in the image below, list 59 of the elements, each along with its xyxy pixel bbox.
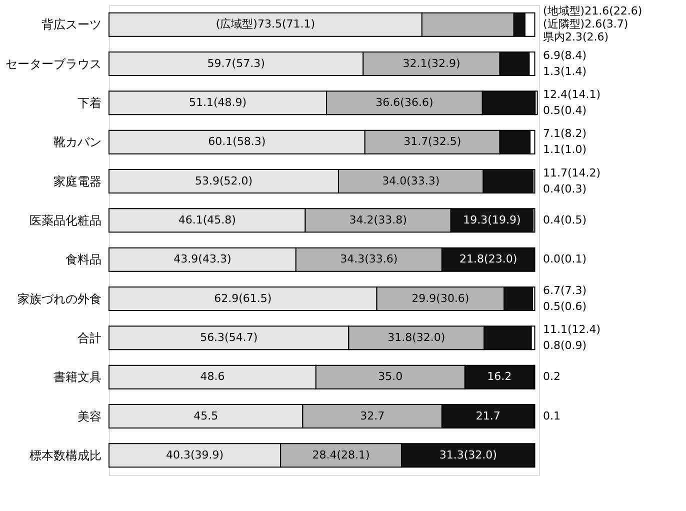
data-label: 6.7(7.3) [543,284,587,297]
data-label: 35.0 [378,370,403,384]
data-label: 県内2.3(2.6) [543,30,609,44]
data-label: 59.7(57.3) [207,56,265,70]
data-label: 51.1(48.9) [188,96,247,109]
data-label: 0.4(0.5) [543,213,587,226]
y-tick-label: 美容 [78,409,102,424]
data-label: 6.9(8.4) [543,48,587,62]
data-label: 36.6(36.6) [376,96,434,109]
data-label: 11.1(12.4) [543,322,601,336]
data-label: 53.9(52.0) [194,174,253,188]
y-tick-label: セーターブラウス [6,56,102,71]
data-label: 29.9(30.6) [412,292,470,305]
data-label: 21.7 [476,409,500,422]
data-label: 34.0(33.3) [382,174,440,188]
data-label: 0.0(0.1) [543,252,587,266]
data-label: 56.3(54.7) [200,330,258,344]
y-tick-label: 家族づれの外食 [18,292,102,306]
y-tick-label: 背広スーツ [42,18,102,32]
data-label: 0.5(0.4) [543,104,587,117]
data-label: (近隣型)2.6(3.7) [543,18,628,31]
data-label: 28.4(28.1) [312,448,370,462]
data-label: 62.9(61.5) [214,292,272,305]
data-label: 0.5(0.6) [543,300,587,313]
data-label: 31.8(32.0) [388,330,446,344]
data-label: 40.3(39.9) [166,448,224,462]
data-label: (地域型)21.6(22.6) [543,4,642,18]
data-label: 7.1(8.2) [543,127,587,140]
data-label: 1.3(1.4) [543,64,587,78]
y-tick-label: 家庭電器 [54,174,102,188]
data-label: 46.1(45.8) [178,213,236,226]
data-label: 0.4(0.3) [543,182,587,196]
data-label: 0.8(0.9) [543,338,587,352]
data-label: 1.1(1.0) [543,143,587,156]
data-label: 32.1(32.9) [402,56,460,70]
data-label: 19.3(19.9) [463,213,521,226]
data-label: (広域型)73.5(71.1) [216,18,316,31]
y-tick-label: 医薬品化粧品 [30,213,102,228]
data-label: 43.9(43.3) [174,252,232,266]
data-label: 0.2 [543,370,560,384]
y-tick-label: 食料品 [66,252,102,267]
data-label: 21.8(23.0) [460,252,518,266]
data-label: 12.4(14.1) [543,88,601,101]
data-label: 48.6 [200,370,225,384]
data-label: 32.7 [360,409,385,422]
y-tick-label: 靴カバン [54,135,102,150]
y-tick-label: 標本数構成比 [30,448,102,462]
data-label: 31.3(32.0) [439,448,497,462]
data-label: 34.2(33.8) [349,213,407,226]
data-label: 11.7(14.2) [543,166,601,180]
y-tick-label: 下着 [78,96,102,110]
y-tick-label: 合計 [78,330,102,345]
data-label: 0.1 [543,409,560,422]
data-label: 45.5 [194,409,218,422]
y-tick-label: 書籍文具 [54,370,102,384]
data-label: 34.3(33.6) [340,252,398,266]
data-label: 16.2 [487,370,512,384]
data-label: 60.1(58.3) [208,135,266,148]
data-label: 31.7(32.5) [404,135,462,148]
